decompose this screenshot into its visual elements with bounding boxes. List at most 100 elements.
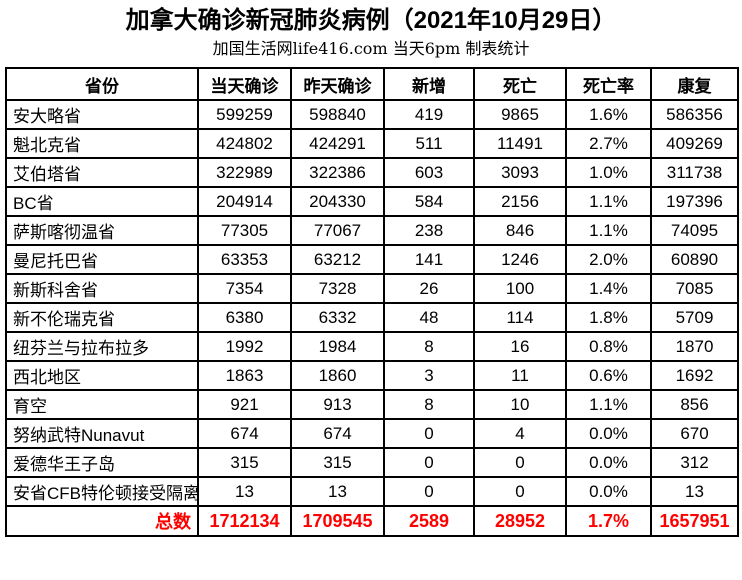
value-cell: 63353 [197, 244, 292, 275]
value-cell: 1.1% [565, 389, 652, 420]
column-header-4: 死亡 [473, 67, 567, 101]
province-cell: BC省 [5, 186, 199, 217]
value-cell: 100 [473, 273, 567, 304]
value-cell: 7085 [650, 273, 739, 304]
value-cell: 598840 [290, 99, 385, 130]
value-cell: 0 [473, 447, 567, 478]
value-cell: 322386 [290, 157, 385, 188]
table-row: 纽芬兰与拉布拉多 1992 1984 8 16 0.8% 1870 [5, 331, 739, 362]
province-cell: 西北地区 [5, 360, 199, 391]
value-cell: 16 [473, 331, 567, 362]
value-cell: 322989 [197, 157, 292, 188]
value-cell: 0.0% [565, 476, 652, 507]
value-cell: 603 [383, 157, 475, 188]
value-cell: 856 [650, 389, 739, 420]
value-cell: 511 [383, 128, 475, 159]
value-cell: 315 [197, 447, 292, 478]
value-cell: 913 [290, 389, 385, 420]
value-cell: 1.8% [565, 302, 652, 333]
table-row: 安省CFB特伦顿接受隔离 13 13 0 0 0.0% 13 [5, 476, 739, 507]
value-cell: 3093 [473, 157, 567, 188]
table-row: 萨斯喀彻温省 77305 77067 238 846 1.1% 74095 [5, 215, 739, 246]
value-cell: 77067 [290, 215, 385, 246]
value-cell: 60890 [650, 244, 739, 275]
total-value-cell: 1709545 [290, 505, 385, 537]
value-cell: 846 [473, 215, 567, 246]
value-cell: 0.8% [565, 331, 652, 362]
value-cell: 13 [290, 476, 385, 507]
value-cell: 141 [383, 244, 475, 275]
total-value-cell: 28952 [473, 505, 567, 537]
value-cell: 204914 [197, 186, 292, 217]
value-cell: 9865 [473, 99, 567, 130]
province-cell: 努纳武特Nunavut [5, 418, 199, 449]
value-cell: 311738 [650, 157, 739, 188]
value-cell: 13 [197, 476, 292, 507]
value-cell: 63212 [290, 244, 385, 275]
value-cell: 197396 [650, 186, 739, 217]
table-header-row: 省份 当天确诊 昨天确诊 新增 死亡 死亡率 康复 [5, 67, 739, 101]
province-cell: 曼尼托巴省 [5, 244, 199, 275]
value-cell: 13 [650, 476, 739, 507]
value-cell: 6332 [290, 302, 385, 333]
value-cell: 424802 [197, 128, 292, 159]
value-cell: 1.1% [565, 186, 652, 217]
value-cell: 0 [473, 476, 567, 507]
value-cell: 1.0% [565, 157, 652, 188]
value-cell: 26 [383, 273, 475, 304]
value-cell: 1870 [650, 331, 739, 362]
value-cell: 419 [383, 99, 475, 130]
total-value-cell: 1657951 [650, 505, 739, 537]
value-cell: 0 [383, 476, 475, 507]
value-cell: 11491 [473, 128, 567, 159]
table-row: 曼尼托巴省 63353 63212 141 1246 2.0% 60890 [5, 244, 739, 275]
table-row: 魁北克省 424802 424291 511 11491 2.7% 409269 [5, 128, 739, 159]
value-cell: 0.0% [565, 418, 652, 449]
value-cell: 315 [290, 447, 385, 478]
value-cell: 1.1% [565, 215, 652, 246]
value-cell: 3 [383, 360, 475, 391]
table-row: 安大略省 599259 598840 419 9865 1.6% 586356 [5, 99, 739, 130]
value-cell: 1863 [197, 360, 292, 391]
value-cell: 204330 [290, 186, 385, 217]
value-cell: 7354 [197, 273, 292, 304]
value-cell: 74095 [650, 215, 739, 246]
total-value-cell: 1712134 [197, 505, 292, 537]
page-subtitle: 加国生活网life416.com 当天6pm 制表统计 [212, 39, 530, 58]
value-cell: 312 [650, 447, 739, 478]
value-cell: 1.6% [565, 99, 652, 130]
value-cell: 10 [473, 389, 567, 420]
page: 加拿大确诊新冠肺炎病例（2021年10月29日） 加国生活网life416.co… [5, 7, 739, 537]
value-cell: 599259 [197, 99, 292, 130]
value-cell: 5709 [650, 302, 739, 333]
province-cell: 新不伦瑞克省 [5, 302, 199, 333]
value-cell: 0.6% [565, 360, 652, 391]
value-cell: 238 [383, 215, 475, 246]
value-cell: 7328 [290, 273, 385, 304]
value-cell: 2.7% [565, 128, 652, 159]
table-row: 新不伦瑞克省 6380 6332 48 114 1.8% 5709 [5, 302, 739, 333]
province-cell: 魁北克省 [5, 128, 199, 159]
table-row: BC省 204914 204330 584 2156 1.1% 197396 [5, 186, 739, 217]
value-cell: 114 [473, 302, 567, 333]
value-cell: 11 [473, 360, 567, 391]
value-cell: 8 [383, 331, 475, 362]
value-cell: 674 [197, 418, 292, 449]
value-cell: 48 [383, 302, 475, 333]
value-cell: 0 [383, 418, 475, 449]
value-cell: 4 [473, 418, 567, 449]
page-title: 加拿大确诊新冠肺炎病例（2021年10月29日） [125, 7, 617, 34]
value-cell: 584 [383, 186, 475, 217]
value-cell: 424291 [290, 128, 385, 159]
table-total-row: 总数 1712134 1709545 2589 28952 1.7% 1657951 [5, 505, 739, 537]
table-row: 新斯科舍省 7354 7328 26 100 1.4% 7085 [5, 273, 739, 304]
covid-stats-table: 省份 当天确诊 昨天确诊 新增 死亡 死亡率 康复 安大略省 599259 598840 419 9… [5, 67, 739, 537]
value-cell: 77305 [197, 215, 292, 246]
table-row: 育空 921 913 8 10 1.1% 856 [5, 389, 739, 420]
table-row: 努纳武特Nunavut 674 674 0 4 0.0% 670 [5, 418, 739, 449]
column-header-5: 死亡率 [565, 67, 652, 101]
value-cell: 1860 [290, 360, 385, 391]
province-cell: 育空 [5, 389, 199, 420]
value-cell: 0 [383, 447, 475, 478]
value-cell: 1984 [290, 331, 385, 362]
